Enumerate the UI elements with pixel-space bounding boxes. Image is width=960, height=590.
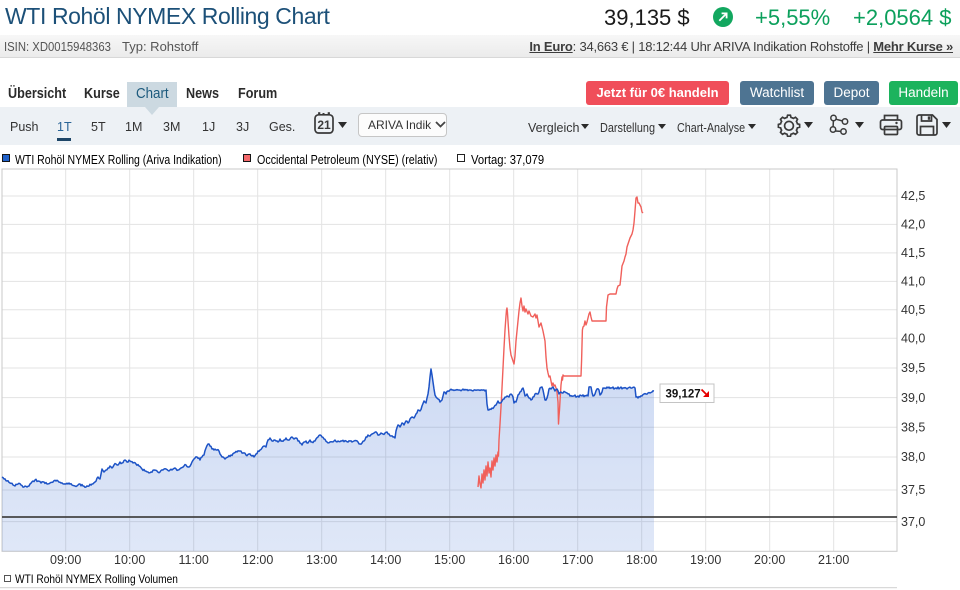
svg-text:21:00: 21:00 [818,553,849,567]
svg-text:41,5: 41,5 [901,246,925,260]
svg-text:12:00: 12:00 [242,553,273,567]
svg-text:15:00: 15:00 [434,553,465,567]
svg-text:40,0: 40,0 [901,332,925,346]
svg-text:39,127: 39,127 [666,389,701,401]
svg-text:10:00: 10:00 [114,553,145,567]
svg-text:38,0: 38,0 [901,450,925,464]
svg-text:18:00: 18:00 [626,553,657,567]
svg-text:16:00: 16:00 [498,553,529,567]
svg-text:19:00: 19:00 [690,553,721,567]
svg-text:38,5: 38,5 [901,421,925,435]
svg-text:41,0: 41,0 [901,275,925,289]
svg-text:42,5: 42,5 [901,189,925,203]
svg-text:39,0: 39,0 [901,391,925,405]
svg-text:37,0: 37,0 [901,515,925,529]
svg-text:39,5: 39,5 [901,361,925,375]
svg-text:37,5: 37,5 [901,483,925,497]
svg-text:20:00: 20:00 [754,553,785,567]
svg-text:42,0: 42,0 [901,218,925,232]
svg-text:09:00: 09:00 [50,553,81,567]
svg-text:11:00: 11:00 [179,553,209,567]
svg-text:13:00: 13:00 [306,553,337,567]
svg-text:14:00: 14:00 [370,553,401,567]
svg-text:21: 21 [317,118,331,132]
svg-text:40,5: 40,5 [901,303,925,317]
svg-text:17:00: 17:00 [562,553,593,567]
